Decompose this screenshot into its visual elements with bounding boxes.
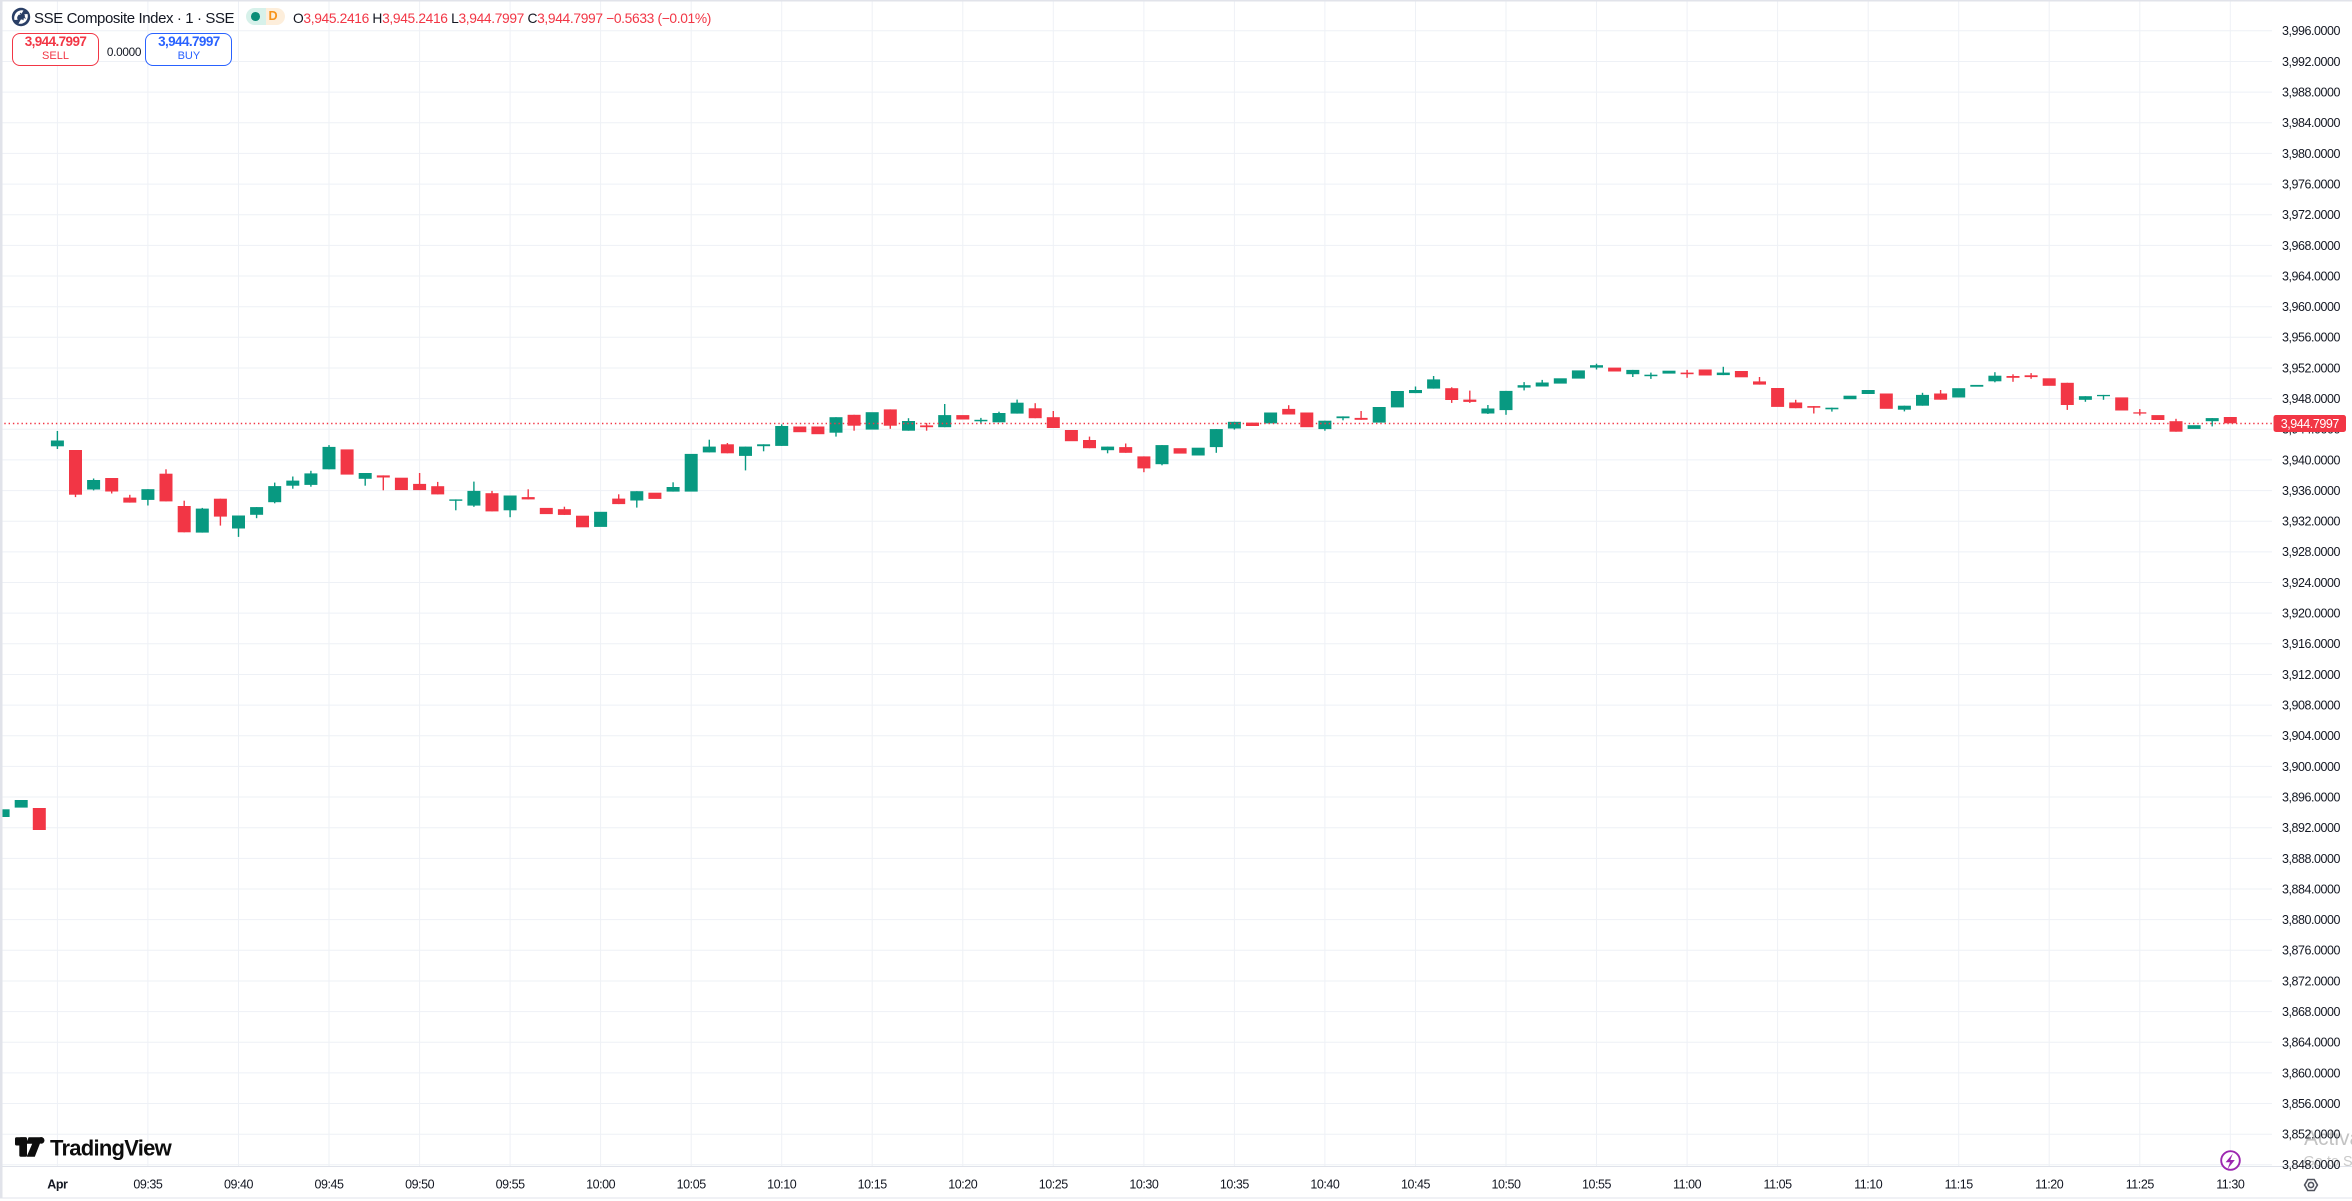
svg-text:10:50: 10:50 <box>1491 1178 1521 1192</box>
svg-text:11:25: 11:25 <box>2126 1178 2155 1192</box>
svg-text:10:20: 10:20 <box>948 1178 978 1192</box>
svg-text:Go to Settin: Go to Settin <box>2304 1154 2352 1170</box>
svg-text:09:35: 09:35 <box>133 1178 163 1192</box>
svg-text:10:15: 10:15 <box>858 1178 888 1192</box>
svg-text:3,932.0000: 3,932.0000 <box>2282 515 2341 529</box>
svg-text:3,944.7997: 3,944.7997 <box>2281 417 2340 431</box>
svg-text:3,892.0000: 3,892.0000 <box>2282 821 2341 835</box>
svg-text:3,948.0000: 3,948.0000 <box>2282 392 2341 406</box>
svg-text:10:05: 10:05 <box>677 1178 707 1192</box>
svg-text:3,972.0000: 3,972.0000 <box>2282 208 2341 222</box>
svg-text:3,904.0000: 3,904.0000 <box>2282 729 2341 743</box>
svg-text:3,876.0000: 3,876.0000 <box>2282 944 2341 958</box>
svg-text:3,884.0000: 3,884.0000 <box>2282 882 2341 896</box>
svg-text:3,916.0000: 3,916.0000 <box>2282 637 2341 651</box>
svg-text:10:25: 10:25 <box>1039 1178 1069 1192</box>
svg-text:3,860.0000: 3,860.0000 <box>2282 1066 2341 1080</box>
svg-text:3,964.0000: 3,964.0000 <box>2282 269 2341 283</box>
svg-text:3,980.0000: 3,980.0000 <box>2282 147 2341 161</box>
svg-text:3,888.0000: 3,888.0000 <box>2282 852 2341 866</box>
svg-text:3,988.0000: 3,988.0000 <box>2282 86 2341 100</box>
svg-text:3,908.0000: 3,908.0000 <box>2282 699 2341 713</box>
svg-text:11:05: 11:05 <box>1764 1178 1793 1192</box>
svg-text:3,880.0000: 3,880.0000 <box>2282 913 2341 927</box>
svg-text:10:00: 10:00 <box>586 1178 616 1192</box>
svg-text:3,896.0000: 3,896.0000 <box>2282 790 2341 804</box>
svg-text:3,936.0000: 3,936.0000 <box>2282 484 2341 498</box>
svg-text:3,984.0000: 3,984.0000 <box>2282 116 2341 130</box>
svg-text:09:45: 09:45 <box>314 1178 344 1192</box>
svg-text:11:00: 11:00 <box>1673 1178 1702 1192</box>
svg-text:3,996.0000: 3,996.0000 <box>2282 24 2341 38</box>
svg-text:3,968.0000: 3,968.0000 <box>2282 239 2341 253</box>
svg-text:3,864.0000: 3,864.0000 <box>2282 1036 2341 1050</box>
svg-text:3,920.0000: 3,920.0000 <box>2282 607 2341 621</box>
svg-text:10:35: 10:35 <box>1220 1178 1250 1192</box>
svg-text:11:15: 11:15 <box>1945 1178 1974 1192</box>
svg-text:3,852.0000: 3,852.0000 <box>2282 1128 2341 1142</box>
svg-text:3,868.0000: 3,868.0000 <box>2282 1005 2341 1019</box>
svg-text:3,940.0000: 3,940.0000 <box>2282 453 2341 467</box>
svg-text:11:10: 11:10 <box>1854 1178 1883 1192</box>
svg-text:10:10: 10:10 <box>767 1178 797 1192</box>
svg-text:3,856.0000: 3,856.0000 <box>2282 1097 2341 1111</box>
svg-text:11:30: 11:30 <box>2216 1178 2245 1192</box>
svg-text:3,952.0000: 3,952.0000 <box>2282 361 2341 375</box>
svg-text:TradingView: TradingView <box>50 1135 173 1160</box>
svg-text:3,976.0000: 3,976.0000 <box>2282 178 2341 192</box>
svg-text:09:40: 09:40 <box>224 1178 254 1192</box>
svg-text:10:30: 10:30 <box>1129 1178 1159 1192</box>
svg-text:09:55: 09:55 <box>496 1178 526 1192</box>
svg-text:10:55: 10:55 <box>1582 1178 1612 1192</box>
svg-text:3,992.0000: 3,992.0000 <box>2282 55 2341 69</box>
svg-text:10:40: 10:40 <box>1310 1178 1340 1192</box>
svg-text:09:50: 09:50 <box>405 1178 435 1192</box>
svg-text:10:45: 10:45 <box>1401 1178 1431 1192</box>
svg-text:3,956.0000: 3,956.0000 <box>2282 331 2341 345</box>
svg-text:Apr: Apr <box>47 1178 68 1192</box>
svg-text:3,900.0000: 3,900.0000 <box>2282 760 2341 774</box>
svg-text:3,848.0000: 3,848.0000 <box>2282 1158 2341 1172</box>
svg-text:11:20: 11:20 <box>2035 1178 2064 1192</box>
svg-text:3,912.0000: 3,912.0000 <box>2282 668 2341 682</box>
svg-text:3,928.0000: 3,928.0000 <box>2282 545 2341 559</box>
svg-text:3,960.0000: 3,960.0000 <box>2282 300 2341 314</box>
svg-text:Activate W: Activate W <box>2304 1127 2352 1150</box>
svg-text:3,872.0000: 3,872.0000 <box>2282 974 2341 988</box>
svg-text:3,924.0000: 3,924.0000 <box>2282 576 2341 590</box>
